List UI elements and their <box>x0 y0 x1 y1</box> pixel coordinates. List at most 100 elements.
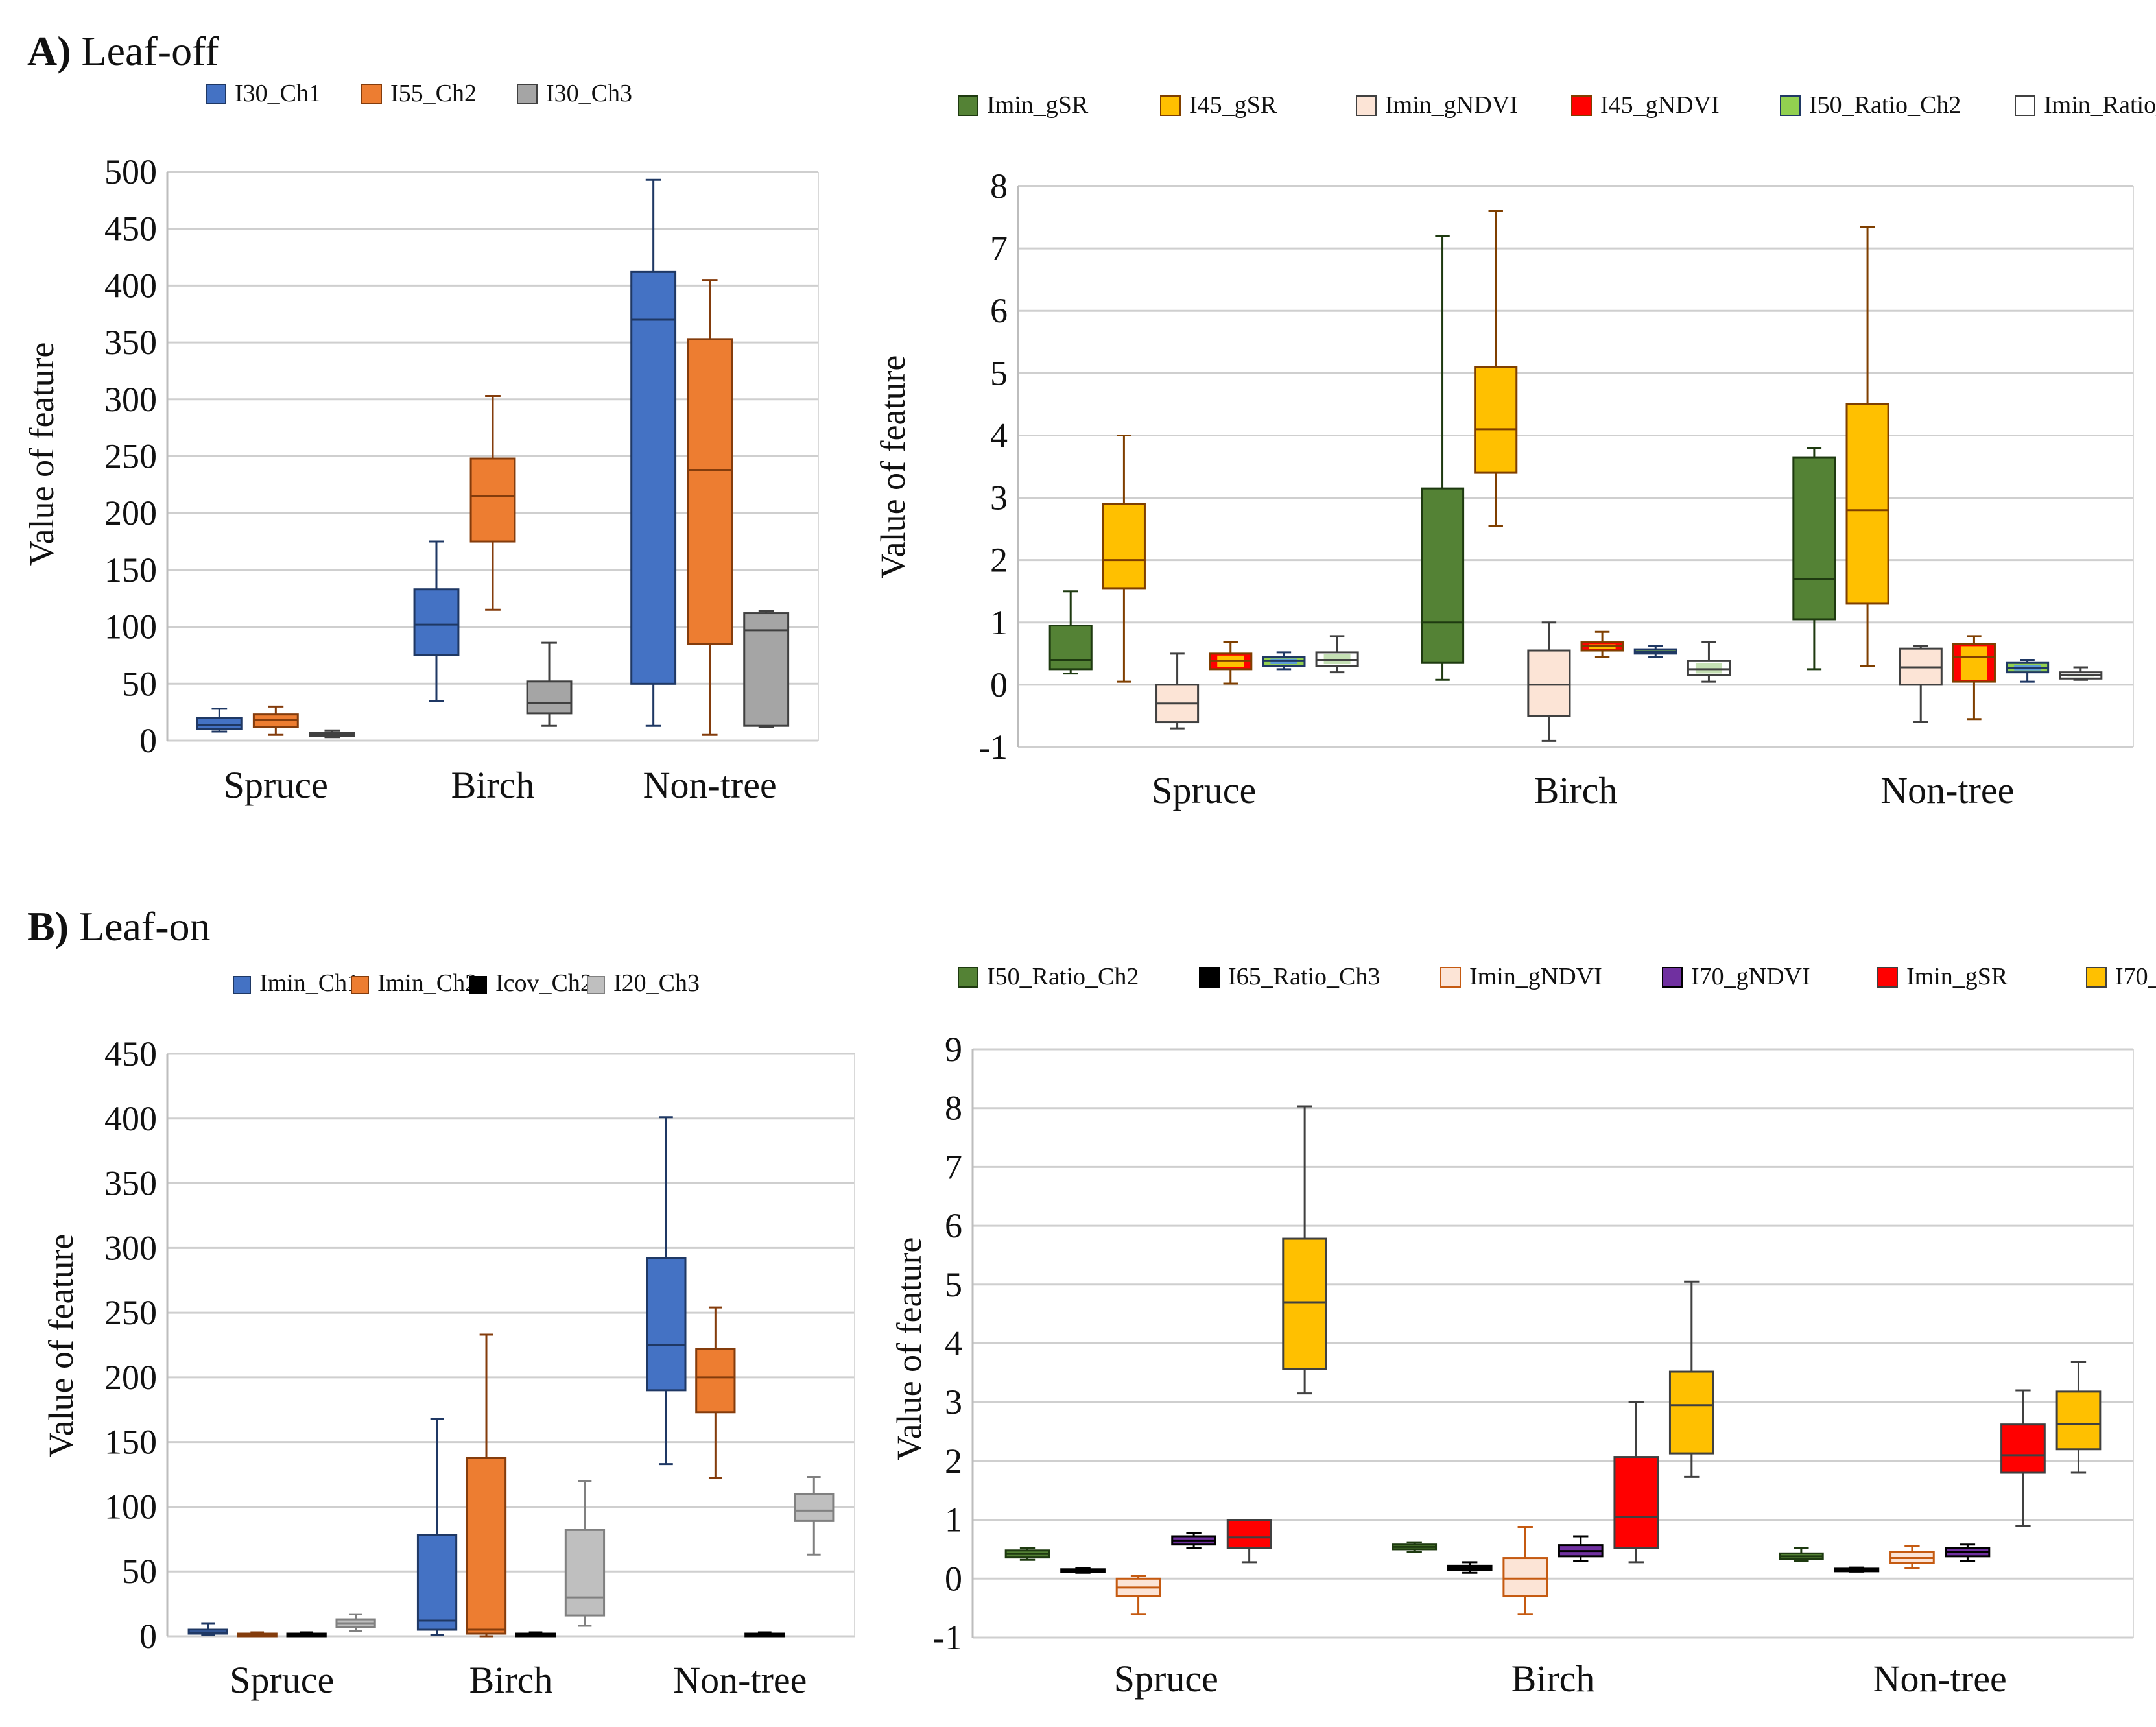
box-rect <box>1613 1456 1659 1549</box>
y-tick-label: 450 <box>104 1034 157 1073</box>
legend-label: I50_Ratio_Ch2 <box>987 963 1139 990</box>
y-tick-label: 3 <box>945 1383 962 1422</box>
box-rect <box>1792 456 1836 621</box>
y-tick-label: 350 <box>104 323 157 362</box>
box-rect <box>526 680 573 715</box>
box-rect <box>1226 1519 1272 1549</box>
y-tick-label: 50 <box>122 664 157 703</box>
y-tick-label: 250 <box>104 1293 157 1332</box>
legend-label: I45_gNDVI <box>1600 91 1720 119</box>
box-rect <box>695 1348 736 1414</box>
legend-label: I45_gSR <box>1189 91 1277 119</box>
legend-label: I50_Ratio_Ch2 <box>1809 91 1961 119</box>
legend-swatch <box>1440 967 1461 988</box>
y-tick-label: 400 <box>104 266 157 305</box>
box-rect <box>466 1457 507 1635</box>
section-label-a: Leaf-off <box>81 28 219 74</box>
box-rect <box>1102 503 1146 590</box>
y-tick-label: 100 <box>104 1487 157 1526</box>
legend-swatch <box>206 84 226 104</box>
box-rect <box>196 717 243 730</box>
legend-label: Imin_gSR <box>1906 963 2008 990</box>
y-tick-label: 2 <box>945 1442 962 1481</box>
box-rect <box>630 270 677 685</box>
y-tick-label: 500 <box>104 152 157 191</box>
box-rect <box>2000 1423 2046 1474</box>
x-category-label: Non-tree <box>1873 1658 2007 1700</box>
y-tick-label: 5 <box>990 353 1008 392</box>
legend-label: I55_Ch2 <box>390 80 477 107</box>
y-tick-label: 7 <box>990 229 1008 268</box>
x-category-label: Non-tree <box>643 764 777 806</box>
box-rect <box>416 1534 458 1631</box>
y-tick-label: 0 <box>990 665 1008 704</box>
legend-swatch <box>1571 95 1592 116</box>
y-tick-label: -1 <box>978 728 1008 767</box>
legend-swatch <box>1356 95 1377 116</box>
y-tick-label: 3 <box>990 479 1008 518</box>
x-category-label: Birch <box>469 1659 553 1701</box>
legend-swatch <box>1199 967 1220 988</box>
legend-label: Icov_Ch2 <box>495 970 593 997</box>
section-label-b: Leaf-on <box>79 903 211 949</box>
section-title-a: A) Leaf-off <box>27 27 219 75</box>
x-category-label: Spruce <box>230 1659 334 1701</box>
box-rect <box>564 1529 606 1617</box>
box-rect <box>1668 1370 1714 1455</box>
box-rect <box>1048 625 1093 671</box>
legend-swatch <box>2015 95 2035 116</box>
x-category-label: Spruce <box>224 764 328 806</box>
y-tick-label: 4 <box>990 416 1008 455</box>
box-rect <box>794 1492 835 1522</box>
y-tick-label: 450 <box>104 209 157 248</box>
legend-swatch <box>1662 967 1683 988</box>
y-tick-label: 200 <box>104 1358 157 1397</box>
chart-panel-b-right: -1 0 1 2 3 4 5 6 7 8 9 Value of feature Spruce Birch N… <box>890 963 2156 1700</box>
chart-panel-a-left: 0 50 100 150 200 250 300 350 400 450 500 Value of f… <box>22 80 819 806</box>
legend-swatch <box>1160 95 1181 116</box>
box-rect <box>743 612 790 727</box>
chart-panel-b-left: 0 50 100 150 200 250 300 350 400 450 Value of feat… <box>41 970 855 1701</box>
legend-swatch <box>958 95 978 116</box>
y-tick-label: 8 <box>945 1089 962 1128</box>
legend-swatch <box>361 84 382 104</box>
legend-swatch <box>2086 967 2107 988</box>
legend-label: I30_Ch1 <box>235 80 321 107</box>
y-tick-label: 0 <box>139 721 157 760</box>
y-tick-label: 300 <box>104 1228 157 1267</box>
legend-swatch <box>958 967 978 988</box>
legend-label: Imin_Ch2 <box>377 970 477 997</box>
y-tick-label: 4 <box>945 1324 962 1363</box>
section-title-b: B) Leaf-on <box>27 903 211 951</box>
legend-label: Imin_gSR <box>987 91 1089 119</box>
legend-label: Imin_gNDVI <box>1385 91 1518 119</box>
y-axis-label: Value of feature <box>890 1237 929 1461</box>
y-axis-label: Value of feature <box>41 1234 80 1458</box>
chart-panel-a-right: -1 0 1 2 3 4 5 6 7 8 Value of feature Spruce Birch No… <box>873 91 2156 811</box>
legend-label: Imin_Ratio_Ch3 <box>2044 91 2156 119</box>
legend-swatch <box>233 976 251 994</box>
legend-swatch <box>469 976 487 994</box>
legend-label: I65_Ratio_Ch3 <box>1228 963 1380 990</box>
box-rect <box>469 457 516 543</box>
x-category-label: Non-tree <box>673 1659 807 1701</box>
legend-label: I20_Ch3 <box>613 970 700 997</box>
y-tick-label: 50 <box>122 1552 157 1591</box>
x-category-label: Non-tree <box>1880 769 2014 811</box>
legend-swatch <box>1877 967 1898 988</box>
legend-swatch <box>1780 95 1801 116</box>
x-category-label: Spruce <box>1114 1658 1218 1700</box>
legend-label: I70_gNDVI <box>1691 963 1810 990</box>
legend-swatch <box>351 976 369 994</box>
y-tick-label: 0 <box>945 1559 962 1598</box>
box-rect <box>1421 487 1465 664</box>
box-rect <box>646 1257 687 1392</box>
legend-swatch <box>517 84 538 104</box>
box-rect <box>2055 1390 2102 1451</box>
y-tick-label: 150 <box>104 1423 157 1462</box>
y-tick-label: 200 <box>104 494 157 532</box>
section-letter-b: B) <box>27 903 69 949</box>
y-tick-label: 150 <box>104 551 157 590</box>
y-tick-label: 350 <box>104 1164 157 1203</box>
